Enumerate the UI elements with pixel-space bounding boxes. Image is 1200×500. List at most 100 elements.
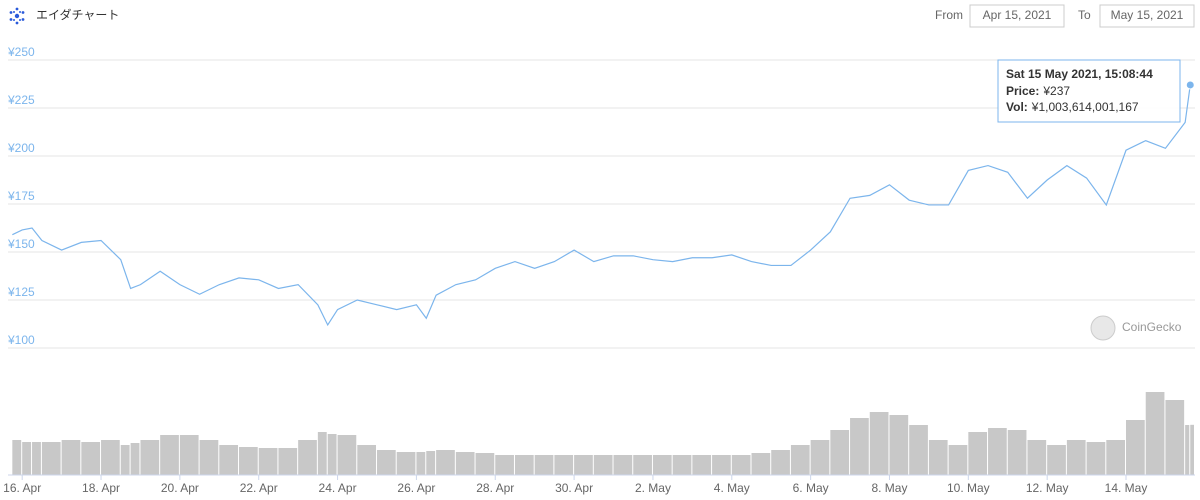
x-tick-label: 28. Apr (476, 481, 514, 495)
x-tick-label: 12. May (1026, 481, 1069, 495)
y-tick-label: ¥200 (7, 141, 35, 155)
volume-bar (534, 455, 554, 475)
volume-bar (101, 440, 120, 475)
volume-bar (130, 443, 140, 475)
x-tick-label: 24. Apr (319, 481, 357, 495)
volume-bar (160, 435, 179, 475)
volume-bar (140, 440, 160, 475)
volume-bar (455, 452, 475, 475)
y-tick-label: ¥225 (7, 93, 35, 107)
volume-bar (41, 442, 61, 475)
volume-bar (1047, 445, 1066, 475)
x-tick-label: 30. Apr (555, 481, 593, 495)
watermark: CoinGecko (1090, 315, 1182, 341)
volume-bar (436, 450, 455, 475)
volume-bar (1027, 440, 1047, 475)
volume-bar (1165, 400, 1185, 475)
x-tick-label: 22. Apr (240, 481, 278, 495)
tooltip-title: Sat 15 May 2021, 15:08:44 (1006, 67, 1153, 81)
volume-bar (327, 434, 337, 475)
x-tick-label: 26. Apr (397, 481, 435, 495)
from-date[interactable]: Apr 15, 2021 (983, 8, 1052, 22)
tooltip-line: Price: ¥237 (1006, 84, 1070, 98)
y-tick-label: ¥175 (7, 189, 35, 203)
volume-bar (199, 440, 219, 475)
volume-bar (712, 455, 731, 475)
volume-bar (909, 425, 928, 475)
volume-bar (426, 451, 436, 475)
x-tick-label: 18. Apr (82, 481, 120, 495)
volume-bar (633, 455, 652, 475)
volume-bar (988, 428, 1007, 475)
volume-bar (61, 440, 81, 475)
volume-bar (278, 448, 298, 475)
volume-bar (514, 455, 534, 475)
volume-bar (12, 440, 22, 475)
volume-bar (32, 442, 41, 475)
volume-bar (179, 435, 199, 475)
x-tick-label: 4. May (714, 481, 750, 495)
y-tick-label: ¥100 (7, 333, 35, 347)
volume-bar (771, 450, 790, 475)
x-tick-label: 6. May (793, 481, 829, 495)
volume-bar (416, 452, 426, 475)
volume-bar (850, 418, 869, 475)
from-input[interactable] (969, 4, 1065, 28)
volume-bar (81, 442, 101, 475)
watermark-text: CoinGecko (1122, 320, 1182, 334)
volume-bar (948, 445, 968, 475)
volume-bar (869, 412, 889, 475)
volume-bar (396, 452, 416, 475)
x-tick-label: 14. May (1105, 481, 1148, 495)
hover-marker (1185, 80, 1195, 90)
volume-bar (219, 445, 239, 475)
volume-bar (1190, 424, 1194, 475)
x-tick-label: 20. Apr (161, 481, 199, 495)
price-line (12, 84, 1191, 327)
volume-bar (968, 432, 988, 475)
y-tick-label: ¥125 (7, 285, 35, 299)
tooltip-line: Vol: ¥1,003,614,001,167 (1006, 100, 1139, 114)
volume-bar (1066, 440, 1086, 475)
volume-bar (790, 445, 810, 475)
volume-bar (357, 445, 376, 475)
from-label: From (935, 8, 963, 22)
x-tick-label: 2. May (635, 481, 671, 495)
volume-bar (593, 455, 613, 475)
volume-bar (613, 455, 633, 475)
tooltip-label: Price: (1006, 84, 1039, 98)
volume-bar (475, 453, 495, 475)
to-input[interactable] (1099, 4, 1195, 28)
volume-bar (298, 440, 317, 475)
volume-bar (317, 432, 327, 475)
volume-bar (22, 442, 32, 475)
tooltip-value: ¥237 (1042, 84, 1070, 98)
tooltip-box (997, 59, 1181, 123)
x-tick-label: 8. May (871, 481, 907, 495)
volume-bar (1086, 442, 1106, 475)
tooltip-label: Vol: (1006, 100, 1028, 114)
volume-bar (554, 455, 574, 475)
volume-bar (928, 440, 948, 475)
x-tick-label: 16. Apr (3, 481, 41, 495)
volume-bar (1007, 430, 1027, 475)
volume-bar (830, 430, 850, 475)
volume-bar (120, 445, 130, 475)
volume-bar (376, 450, 396, 475)
volume-bar (574, 455, 593, 475)
to-date[interactable]: May 15, 2021 (1111, 8, 1184, 22)
volume-bar (258, 448, 278, 475)
volume-bar (692, 455, 712, 475)
to-label: To (1078, 8, 1091, 22)
tooltip-value: ¥1,003,614,001,167 (1031, 100, 1139, 114)
volume-bar (751, 453, 771, 475)
volume-bar (731, 455, 751, 475)
volume-bar (239, 447, 258, 475)
volume-bar (1185, 425, 1190, 475)
volume-bar (495, 455, 514, 475)
logo (9, 7, 25, 25)
volume-bar (652, 455, 672, 475)
